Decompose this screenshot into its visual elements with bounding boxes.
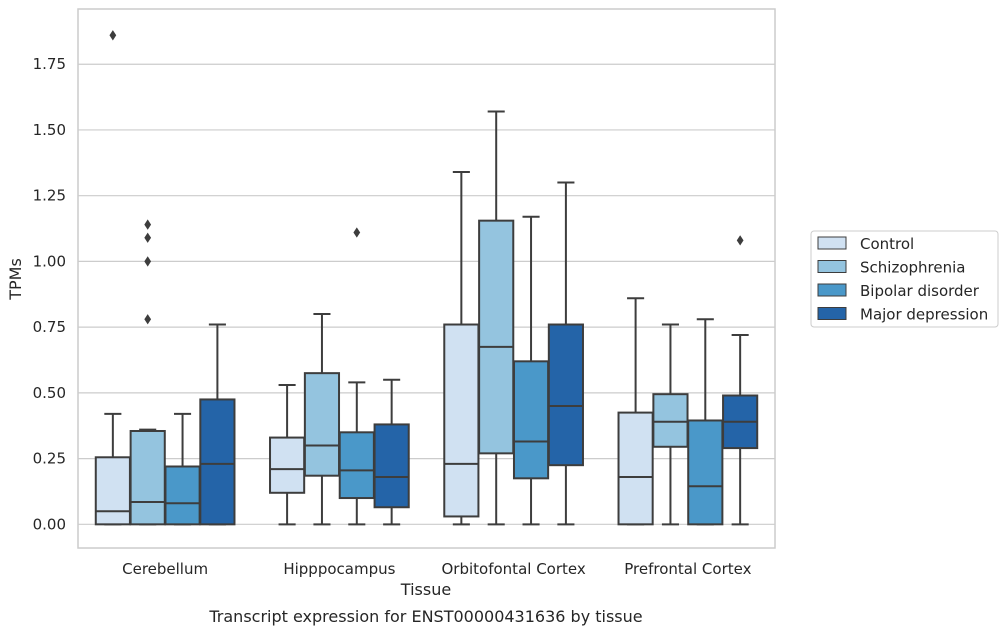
- box-body: [687, 419, 724, 526]
- legend-label: Schizophrenia: [860, 259, 965, 277]
- box-body: [94, 456, 131, 526]
- legend-swatch: [817, 260, 847, 273]
- box-1-0: [129, 219, 166, 526]
- outlier-point: [144, 256, 152, 267]
- x-axis-label: Tissue: [400, 580, 451, 599]
- box-body: [199, 398, 236, 526]
- grid-lines: [78, 63, 775, 525]
- legend-frame: [810, 230, 999, 328]
- y-tick-label: 1.00: [33, 252, 66, 270]
- box-2-0: [164, 412, 201, 526]
- box-body: [129, 429, 166, 526]
- box-3-2: [547, 181, 584, 526]
- outlier-point: [144, 219, 152, 230]
- box-1-3: [652, 323, 689, 526]
- box-body: [478, 219, 515, 455]
- box-body: [652, 393, 689, 448]
- box-0-2: [443, 171, 480, 526]
- x-tick-label: Prefrontal Cortex: [624, 560, 751, 578]
- outlier-point: [736, 235, 744, 246]
- outlier-point: [353, 227, 361, 238]
- legend-swatch: [817, 307, 847, 320]
- x-tick-label: Hipppocampus: [283, 560, 395, 578]
- y-tick-label: 0.50: [33, 384, 66, 402]
- legend: Control Schizophrenia Bipolar disorder Majo…: [810, 230, 999, 328]
- box-0-0: [94, 30, 131, 526]
- box-body: [617, 411, 654, 526]
- box-body: [269, 436, 306, 494]
- box-body: [303, 372, 341, 477]
- box-1-1: [303, 312, 341, 526]
- box-3-0: [199, 323, 236, 526]
- box-2-3: [687, 318, 724, 526]
- plot-area: [77, 8, 776, 549]
- box-1-2: [478, 110, 515, 526]
- outlier-point: [109, 30, 117, 41]
- y-tick-label: 0.00: [33, 515, 66, 533]
- legend-swatch: [817, 283, 847, 297]
- y-tick-label: 1.50: [33, 121, 66, 139]
- legend-label: Major depression: [860, 306, 988, 324]
- legend-swatch: [817, 236, 847, 250]
- boxes: [94, 30, 759, 526]
- y-tick-label: 0.75: [33, 318, 66, 336]
- box-0-3: [617, 297, 654, 526]
- legend-label: Bipolar disorder: [860, 282, 980, 300]
- box-0-1: [269, 383, 306, 526]
- box-body: [443, 323, 480, 518]
- outlier-point: [144, 232, 152, 243]
- box-3-3: [722, 235, 759, 526]
- y-axis-ticks: 0.00 0.25 0.50 0.75 1.00 1.25 1.50 1.75: [33, 55, 66, 533]
- legend-label: Control: [860, 235, 914, 253]
- chart-title: Transcript expression for ENST0000043163…: [208, 607, 642, 626]
- box-body: [164, 465, 201, 526]
- y-axis-label: TPMs: [6, 258, 25, 301]
- box-body: [547, 323, 584, 467]
- box-2-2: [512, 215, 550, 526]
- box-body: [512, 360, 550, 480]
- box-body: [338, 431, 375, 500]
- box-2-1: [338, 227, 375, 526]
- y-tick-label: 1.75: [33, 55, 66, 73]
- y-tick-label: 0.25: [33, 450, 66, 468]
- outlier-point: [144, 314, 152, 325]
- box-body: [373, 423, 410, 509]
- box-3-1: [373, 378, 410, 526]
- x-axis-ticks: Cerebellum Hipppocampus Orbitofontal Corte…: [122, 560, 751, 578]
- x-tick-label: Cerebellum: [122, 560, 208, 578]
- x-tick-label: Orbitofontal Cortex: [442, 560, 586, 578]
- y-tick-label: 1.25: [33, 187, 66, 205]
